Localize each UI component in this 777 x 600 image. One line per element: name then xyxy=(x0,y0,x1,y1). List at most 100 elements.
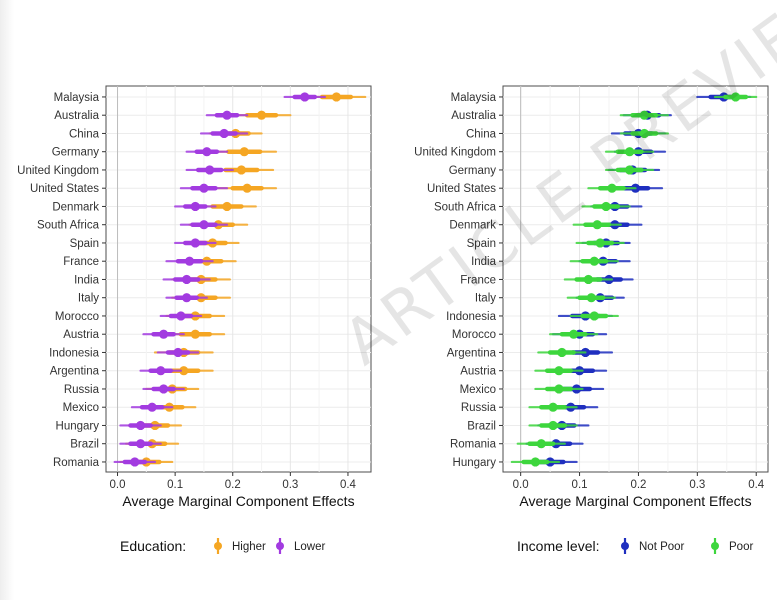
data-point xyxy=(554,384,564,394)
data-point xyxy=(176,311,186,321)
legend-title: Education: xyxy=(120,538,186,554)
data-point xyxy=(583,274,593,285)
data-point xyxy=(536,439,546,449)
data-point xyxy=(179,366,189,376)
y-tick-label: Denmark xyxy=(52,201,99,213)
y-tick-label: India xyxy=(74,274,100,286)
y-tick-label: South Africa xyxy=(434,201,497,213)
y-tick-label: China xyxy=(69,128,100,140)
y-tick-label: Mexico xyxy=(460,384,496,396)
y-tick-label: Austria xyxy=(460,366,496,378)
y-tick-label: Spain xyxy=(467,238,496,250)
series-lower xyxy=(113,92,327,467)
legend-key-point xyxy=(711,542,719,550)
y-tick-label: Argentina xyxy=(447,347,497,359)
data-point xyxy=(159,329,169,339)
legend-key xyxy=(276,538,284,554)
legend-title: Income level: xyxy=(517,538,599,554)
legend-key xyxy=(621,538,629,554)
data-point xyxy=(554,366,564,376)
x-tick-label: 0.4 xyxy=(340,479,357,491)
data-point xyxy=(625,165,635,175)
data-point xyxy=(190,201,200,212)
data-point xyxy=(589,311,599,321)
data-point xyxy=(159,384,169,394)
x-tick-label: 0.1 xyxy=(572,479,588,491)
x-tick-label: 0.4 xyxy=(748,479,765,491)
y-tick-label: Romania xyxy=(450,439,497,451)
legend: Education: Higher Lower xyxy=(120,538,325,554)
x-tick-label: 0.2 xyxy=(225,479,241,491)
y-tick-label: Italy xyxy=(78,293,99,305)
data-point xyxy=(569,329,579,339)
data-point xyxy=(219,128,229,139)
data-point xyxy=(601,201,611,212)
data-point xyxy=(239,147,249,157)
y-tick-label: India xyxy=(471,256,497,268)
data-point xyxy=(595,238,605,248)
series-higher xyxy=(119,92,367,467)
x-tick-label: 0.3 xyxy=(689,479,705,491)
data-point xyxy=(199,220,209,230)
data-point xyxy=(639,128,649,139)
y-tick-label: Romania xyxy=(53,457,100,469)
y-tick-label: Australia xyxy=(54,110,99,122)
y-tick-label: Brazil xyxy=(70,439,99,451)
x-tick-label: 0.3 xyxy=(282,479,298,491)
data-point xyxy=(135,439,146,449)
data-point xyxy=(639,110,649,120)
data-point xyxy=(173,347,183,358)
data-point xyxy=(586,293,596,303)
data-point xyxy=(592,220,602,230)
data-point xyxy=(147,402,157,412)
y-tick-label: Morocco xyxy=(55,311,99,323)
legend-label: Poor xyxy=(729,541,753,553)
data-point xyxy=(199,183,209,193)
x-tick-label: 0.0 xyxy=(110,479,126,491)
left-edge-shade xyxy=(0,0,14,600)
data-point xyxy=(156,366,166,376)
y-tick-label: Brazil xyxy=(467,420,496,432)
data-point xyxy=(190,238,200,248)
chart-panel-1: Malaysia Australia China Germany United King… xyxy=(17,85,372,554)
y-tick-label: Malaysia xyxy=(54,92,100,104)
data-point xyxy=(530,457,540,467)
y-tick-label: Austria xyxy=(63,329,99,341)
data-point xyxy=(135,420,146,431)
legend-key-point xyxy=(214,542,222,550)
legend-label: Higher xyxy=(232,541,266,553)
y-tick-label: France xyxy=(63,256,99,268)
y-tick-label: Australia xyxy=(451,110,496,122)
data-point xyxy=(548,402,558,412)
y-tick-label: Germany xyxy=(449,165,497,177)
data-point xyxy=(222,110,232,120)
y-tick-label: South Africa xyxy=(37,220,100,232)
series-poor xyxy=(510,92,758,467)
y-tick-label: Malaysia xyxy=(451,92,497,104)
y-tick-label: Morocco xyxy=(452,329,496,341)
data-point xyxy=(130,457,140,467)
x-tick-label: 0.2 xyxy=(630,479,646,491)
data-point xyxy=(205,165,215,175)
y-tick-label: China xyxy=(466,128,497,140)
data-point xyxy=(331,92,342,102)
x-tick-label: 0.0 xyxy=(513,479,529,491)
y-tick-label: Russia xyxy=(461,402,497,414)
data-point xyxy=(557,347,567,358)
data-point xyxy=(222,201,232,212)
data-point xyxy=(202,147,212,157)
data-point xyxy=(548,420,558,431)
y-tick-label: United Kingdom xyxy=(414,147,496,159)
y-tick-label: Denmark xyxy=(449,220,496,232)
y-tick-label: Germany xyxy=(52,147,100,159)
data-point xyxy=(182,274,192,285)
legend-label: Lower xyxy=(294,541,325,553)
data-point xyxy=(589,256,599,266)
y-tick-label: United Kingdom xyxy=(17,165,99,177)
y-tick-label: Spain xyxy=(70,238,99,250)
y-tick-label: Indonesia xyxy=(49,347,99,359)
chart-panel-2: Malaysia Australia China United Kingdom Germ… xyxy=(414,85,769,554)
data-point xyxy=(242,183,252,193)
legend-key xyxy=(711,538,719,554)
